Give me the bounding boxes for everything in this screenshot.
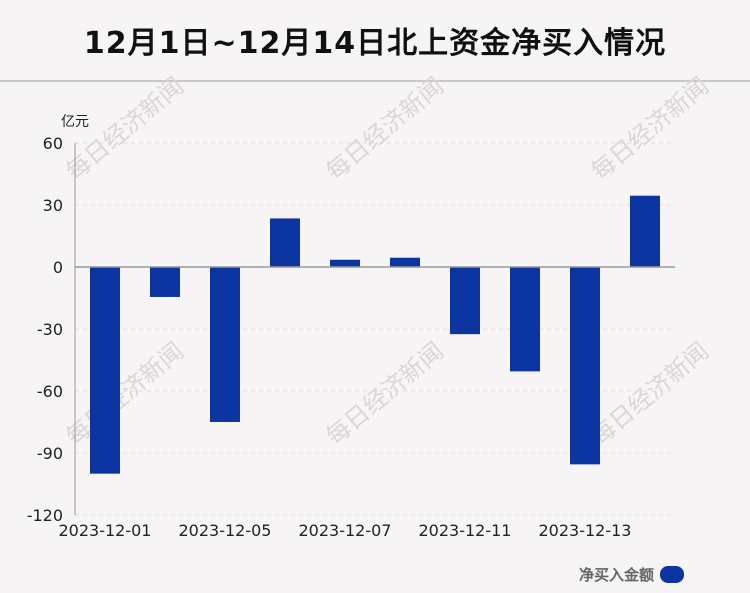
bar-2023-12-13	[570, 267, 600, 465]
bar-2023-12-08	[390, 257, 420, 267]
watermark-text: 每日经济新闻	[586, 337, 714, 451]
bar-2023-12-04	[150, 267, 180, 297]
y-tick-label: 30	[43, 196, 63, 215]
watermark-text: 每日经济新闻	[321, 337, 449, 451]
bar-2023-12-12	[510, 267, 540, 372]
x-tick-label: 2023-12-13	[539, 521, 632, 540]
watermark-text: 每日经济新闻	[586, 72, 714, 186]
bar-2023-12-07	[330, 259, 360, 267]
bar-2023-12-05	[210, 267, 240, 422]
bar-2023-12-14	[630, 195, 660, 267]
x-tick-label: 2023-12-07	[299, 521, 392, 540]
bar-2023-12-11	[450, 267, 480, 335]
y-tick-label: -90	[37, 444, 63, 463]
y-axis-unit-label: 亿元	[61, 114, 89, 130]
y-tick-label: -60	[37, 382, 63, 401]
x-tick-label: 2023-12-01	[59, 521, 152, 540]
y-tick-label: -30	[37, 320, 63, 339]
y-tick-label: 0	[53, 258, 63, 277]
watermark-text: 每日经济新闻	[321, 72, 449, 186]
title-divider	[0, 80, 750, 82]
watermark-text: 每日经济新闻	[61, 337, 189, 451]
legend: 净买入金额	[579, 564, 684, 585]
y-tick-label: -120	[27, 506, 63, 525]
x-tick-label: 2023-12-11	[419, 521, 512, 540]
legend-label: 净买入金额	[578, 566, 654, 584]
x-tick-label: 2023-12-05	[179, 521, 272, 540]
bar-2023-12-06	[270, 218, 300, 267]
y-tick-label: 60	[43, 134, 63, 153]
legend-swatch	[660, 566, 684, 583]
bar-2023-12-01	[90, 267, 120, 474]
chart-title: 12月1日~12月14日北上资金净买入情况	[83, 26, 667, 61]
